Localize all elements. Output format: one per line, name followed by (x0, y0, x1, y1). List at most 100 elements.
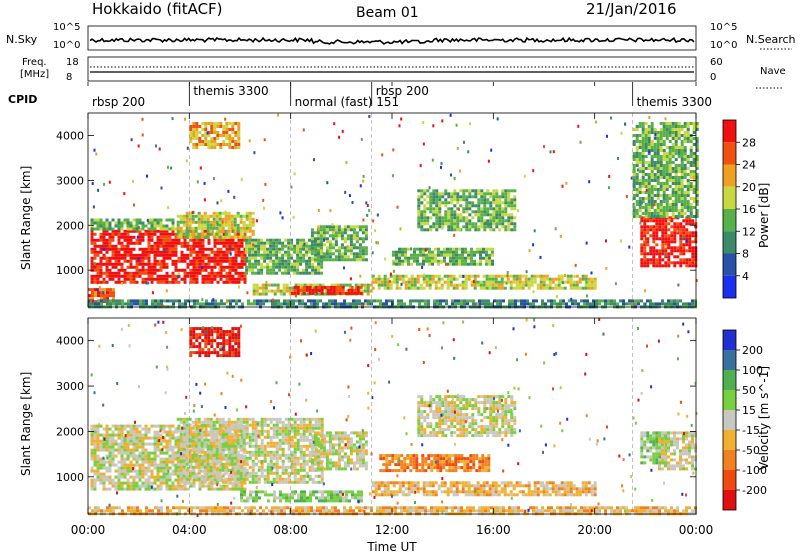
heatmap-cell (459, 213, 463, 217)
beam-label: Beam 01 (356, 5, 419, 21)
heatmap-cell (105, 268, 109, 272)
heatmap-cell (322, 234, 326, 238)
heatmap-cell (233, 195, 236, 199)
heatmap-cell (566, 274, 570, 278)
heatmap-cell (153, 481, 157, 485)
heatmap-cell (159, 238, 163, 242)
heatmap-cell (225, 122, 229, 125)
heatmap-cell (355, 255, 359, 259)
heatmap-cell (662, 140, 666, 143)
heatmap-cell (395, 277, 399, 281)
heatmap-cell (510, 228, 514, 232)
heatmap-cell (160, 302, 163, 306)
heatmap-cell (554, 227, 557, 231)
heatmap-cell (646, 264, 650, 268)
heatmap-cell (260, 244, 264, 248)
heatmap-cell (438, 195, 442, 199)
heatmap-cell (497, 280, 501, 284)
heatmap-cell (256, 299, 259, 303)
heatmap-cell (317, 227, 320, 231)
heatmap-cell (443, 250, 446, 254)
heatmap-cell (325, 249, 329, 253)
heatmap-cell (656, 212, 660, 215)
heatmap-cell (665, 170, 669, 173)
heatmap-cell (683, 212, 687, 215)
heatmap-cell (252, 289, 256, 293)
heatmap-cell (468, 219, 472, 223)
heatmap-cell (469, 299, 472, 303)
heatmap-cell (465, 204, 469, 208)
heatmap-cell (251, 262, 255, 266)
heatmap-cell (585, 280, 588, 284)
heatmap-cell (340, 258, 344, 262)
heatmap-cell (207, 442, 211, 446)
heatmap-cell (159, 478, 163, 482)
heatmap-cell (665, 131, 669, 134)
heatmap-cell (165, 250, 169, 254)
heatmap-cell (213, 256, 217, 260)
heatmap-cell (117, 229, 121, 233)
heatmap-cell (674, 185, 678, 188)
heatmap-cell (468, 204, 472, 208)
heatmap-cell (200, 214, 204, 218)
heatmap-cell (366, 286, 370, 290)
heatmap-cell (453, 192, 457, 196)
heatmap-cell (365, 201, 368, 205)
heatmap-cell (575, 274, 579, 278)
heatmap-cell (229, 247, 232, 250)
heatmap-cell (548, 277, 552, 281)
heatmap-cell (189, 442, 193, 446)
heatmap-cell (676, 261, 680, 265)
heatmap-cell (117, 475, 121, 479)
heatmap-cell (334, 249, 338, 253)
heatmap-cell (210, 487, 214, 491)
heatmap-cell (210, 247, 214, 251)
heatmap-cell (668, 218, 671, 222)
heatmap-cell (480, 198, 484, 202)
heatmap-cell (656, 206, 660, 209)
heatmap-cell (653, 188, 657, 191)
heatmap-cell (680, 158, 684, 161)
heatmap-cell (156, 466, 160, 470)
heatmap-cell (112, 297, 115, 301)
heatmap-cell (575, 286, 579, 290)
heatmap-cell (428, 280, 432, 284)
heatmap-cell (358, 249, 362, 253)
heatmap-cell (337, 234, 341, 238)
heatmap-cell (108, 445, 112, 449)
colorbar-swatch (723, 120, 736, 143)
heatmap-cell (144, 224, 148, 228)
heatmap-cell (471, 210, 475, 214)
heatmap-cell (233, 235, 237, 239)
heatmap-cell (364, 231, 368, 235)
heatmap-cell (513, 216, 517, 220)
heatmap-cell (201, 298, 204, 302)
heatmap-cell (635, 128, 639, 131)
heatmap-cell (695, 279, 698, 283)
heatmap-cell (191, 232, 195, 236)
heatmap-cell (325, 246, 329, 250)
heatmap-cell (313, 302, 316, 306)
heatmap-cell (177, 478, 181, 482)
heatmap-cell (361, 246, 365, 250)
heatmap-cell (162, 280, 166, 284)
heatmap-cell (248, 241, 252, 245)
heatmap-cell (245, 241, 249, 245)
heatmap-cell (689, 152, 693, 155)
heatmap-cell (429, 201, 433, 205)
heatmap-cell (671, 131, 675, 134)
heatmap-cell (102, 466, 106, 470)
heatmap-cell (542, 283, 546, 287)
heatmap-cell (397, 299, 400, 303)
heatmap-cell (237, 125, 241, 128)
heatmap-cell (174, 259, 178, 263)
heatmap-cell (632, 206, 636, 209)
heatmap-cell (638, 155, 642, 158)
heatmap-cell (138, 221, 142, 225)
heatmap-cell (471, 189, 475, 193)
heatmap-cell (371, 274, 375, 278)
heatmap-cell (156, 238, 160, 242)
heatmap-cell (695, 158, 699, 161)
heatmap-cell (474, 213, 478, 217)
heatmap-cell (492, 192, 496, 196)
